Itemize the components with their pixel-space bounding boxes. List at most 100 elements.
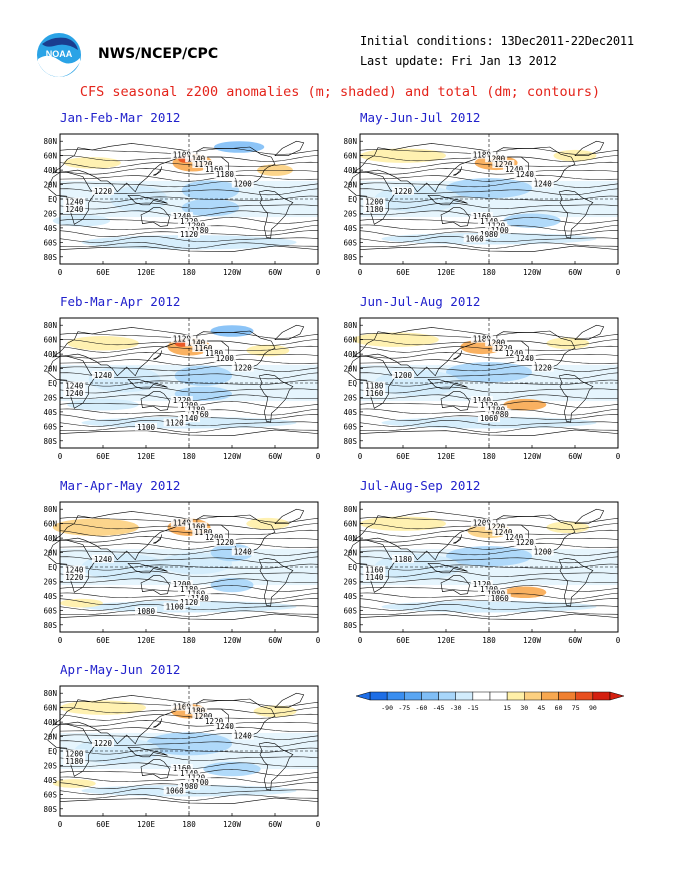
contour-label: 1080	[137, 607, 156, 616]
contour-line	[59, 754, 319, 762]
coastline	[258, 557, 294, 607]
lat-label: 60S	[43, 790, 57, 799]
coastline	[153, 350, 163, 360]
contour-label: 1140	[180, 414, 199, 423]
colorbar-cell	[558, 691, 576, 701]
lat-label: 80S	[43, 437, 57, 446]
lat-label: 40S	[43, 592, 57, 601]
contour-label: 1220	[494, 160, 513, 169]
lat-label: 60S	[343, 606, 357, 615]
contour-label: 1240	[234, 548, 253, 557]
contour-label: 1240	[534, 180, 553, 189]
contour-label: 1200	[365, 198, 384, 207]
lat-label: 40S	[343, 592, 357, 601]
coastline	[440, 575, 470, 595]
contour-label: 1220	[516, 538, 535, 547]
colorbar-cell	[472, 691, 491, 701]
contour-line	[59, 794, 319, 801]
lon-label: 60E	[396, 636, 410, 645]
colorbar-tick: 90	[589, 704, 597, 712]
lat-label: EQ	[348, 563, 358, 572]
contour-label: 1240	[505, 349, 524, 358]
lat-label: 20N	[43, 733, 57, 742]
coastline	[496, 330, 576, 371]
colorbar-cell	[506, 691, 525, 701]
contour-label: 1100	[137, 423, 156, 432]
lat-label: 40S	[343, 408, 357, 417]
contour-line	[359, 536, 619, 543]
coastline	[274, 140, 305, 156]
anomaly-blob	[503, 398, 547, 411]
coastline	[153, 166, 163, 176]
coastline	[274, 324, 305, 340]
contour-label: 1200	[234, 180, 253, 189]
colorbar-cell	[524, 691, 542, 701]
contour-label: 1220	[173, 396, 192, 405]
lon-label: 120W	[223, 452, 242, 461]
contour-label: 1120	[173, 335, 192, 344]
anomaly-blob	[203, 761, 261, 777]
lon-label: 180	[182, 820, 196, 829]
lat-label: 20S	[343, 577, 357, 586]
lon-label: 120W	[523, 268, 542, 277]
contour-line	[59, 352, 319, 359]
contour-label: 1180	[473, 335, 492, 344]
lon-label: 180	[482, 268, 496, 277]
lon-label: 120E	[137, 636, 156, 645]
contour-label: 1220	[205, 717, 224, 726]
map-jas: 1200122012401240122012001180116011401120…	[343, 501, 621, 645]
contour-label: 1080	[480, 230, 499, 239]
anomaly-blob	[67, 336, 139, 351]
colorbar-cell	[489, 691, 508, 701]
contour-label: 1120	[473, 580, 492, 589]
contour-line	[359, 242, 619, 249]
org-name: NWS/NCEP/CPC	[98, 46, 219, 62]
coastline	[453, 166, 463, 176]
contour-line	[359, 195, 619, 203]
panel-amj: Apr-May-Jun 2012 1160 1180 1200 1220 1240 124…	[43, 662, 360, 834]
lat-label: 80N	[43, 505, 57, 514]
contour-label: 1160	[473, 212, 492, 221]
lat-label: 80N	[43, 689, 57, 698]
anomaly-blob	[381, 232, 597, 245]
colorbar-tick: -45	[433, 704, 445, 712]
coastline	[351, 327, 490, 377]
contour-line	[359, 168, 619, 175]
lat-label: EQ	[48, 379, 58, 388]
coastline	[258, 373, 294, 423]
lon-label: 0	[616, 452, 621, 461]
panel-title: Mar-Apr-May 2012	[60, 478, 181, 493]
lat-label: 60N	[43, 152, 57, 161]
coastline	[153, 718, 163, 728]
contour-label: 1100	[166, 602, 185, 611]
lat-label: 20N	[43, 365, 57, 374]
coastline	[274, 508, 305, 524]
map-jja: 1180120012201240124012201200118011601140…	[343, 317, 621, 461]
lat-label: EQ	[348, 379, 358, 388]
anomaly-blob	[503, 213, 561, 228]
contour-label: 1160	[173, 764, 192, 773]
initial-conditions: Initial conditions: 13Dec2011-22Dec2011	[360, 34, 634, 48]
lat-label: 40N	[43, 350, 57, 359]
lat-label: 60N	[43, 520, 57, 529]
lon-label: 120E	[137, 820, 156, 829]
contour-line	[59, 379, 319, 387]
map-mam: 1140116011801200122012401240124012201200…	[43, 501, 321, 645]
contour-line	[59, 202, 319, 210]
lat-label: 60S	[43, 422, 57, 431]
anomaly-blob	[246, 517, 290, 530]
lon-label: 120E	[437, 452, 456, 461]
lat-label: 80S	[43, 621, 57, 630]
coastline	[196, 514, 276, 555]
lat-label: 80S	[43, 253, 57, 262]
lon-label: 60W	[568, 268, 582, 277]
contour-label: 1060	[166, 786, 185, 795]
coastline	[453, 534, 463, 544]
anomaly-blob	[381, 600, 597, 613]
map-amj: 1160118012001220124012401220120011801160…	[43, 685, 321, 829]
panel-jas: Jul-Aug-Sep 2012 1200 1220 1240 1240 1220 120…	[343, 478, 660, 650]
coastline	[351, 511, 490, 561]
last-update: Last update: Fri Jan 13 2012	[360, 54, 557, 68]
lon-label: 60W	[268, 820, 282, 829]
contour-label: 1200	[65, 750, 84, 759]
